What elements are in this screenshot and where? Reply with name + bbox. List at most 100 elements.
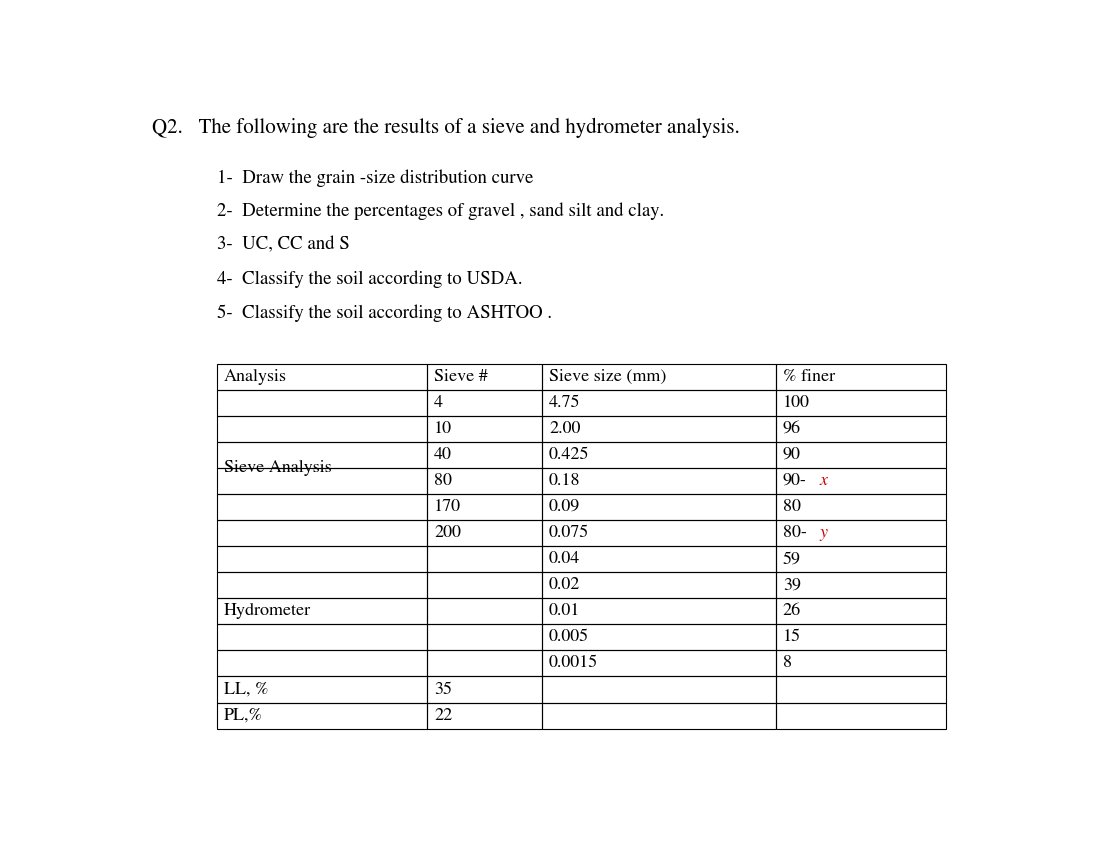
Text: 0.09: 0.09 — [549, 499, 580, 515]
Bar — [543, 390, 776, 416]
Text: 10: 10 — [434, 421, 452, 437]
Bar — [217, 364, 427, 390]
Text: 3-  UC, CC and S: 3- UC, CC and S — [217, 237, 350, 253]
Text: 96: 96 — [783, 421, 801, 437]
Bar — [217, 599, 427, 624]
Text: PL,%: PL,% — [224, 707, 263, 723]
Text: 90: 90 — [783, 447, 801, 463]
Text: 22: 22 — [434, 707, 452, 723]
Text: 80: 80 — [434, 473, 452, 489]
Text: 0.04: 0.04 — [549, 552, 580, 568]
Bar — [776, 650, 947, 676]
Bar — [776, 625, 947, 650]
Text: 4: 4 — [434, 395, 443, 411]
Text: 2.00: 2.00 — [549, 421, 580, 437]
Bar — [427, 702, 543, 728]
Bar — [217, 494, 427, 520]
Bar — [217, 573, 427, 599]
Bar — [427, 494, 543, 520]
Bar — [217, 625, 427, 650]
Text: 0.02: 0.02 — [549, 578, 580, 594]
Text: 1-  Draw the grain -size distribution curve: 1- Draw the grain -size distribution cur… — [217, 169, 534, 187]
Bar — [543, 364, 776, 390]
Bar — [543, 650, 776, 676]
Text: 39: 39 — [783, 578, 801, 594]
Bar — [427, 468, 543, 494]
Bar — [427, 599, 543, 624]
Text: 0.005: 0.005 — [549, 629, 589, 645]
Text: 90-: 90- — [783, 473, 807, 489]
Bar — [543, 494, 776, 520]
Text: Sieve #: Sieve # — [434, 369, 488, 385]
Bar — [543, 702, 776, 728]
Text: 80-: 80- — [783, 525, 807, 541]
Text: 0.425: 0.425 — [549, 447, 589, 463]
Bar — [427, 546, 543, 573]
Bar — [217, 390, 427, 416]
Text: 5-  Classify the soil according to ASHTOO .: 5- Classify the soil according to ASHTOO… — [217, 304, 551, 322]
Bar — [776, 546, 947, 573]
Text: x: x — [819, 472, 828, 489]
Bar — [217, 650, 427, 676]
Text: 26: 26 — [783, 604, 801, 620]
Bar — [776, 416, 947, 442]
Bar — [543, 442, 776, 468]
Bar — [217, 520, 427, 546]
Text: 80: 80 — [783, 499, 801, 515]
Bar — [217, 676, 427, 702]
Bar — [543, 625, 776, 650]
Text: Analysis: Analysis — [224, 369, 287, 385]
Text: y: y — [819, 525, 828, 541]
Bar — [543, 416, 776, 442]
Text: 0.075: 0.075 — [549, 525, 589, 541]
Text: % finer: % finer — [783, 369, 836, 385]
Text: Sieve Analysis: Sieve Analysis — [224, 460, 332, 476]
Text: LL, %: LL, % — [224, 681, 268, 697]
Bar — [543, 599, 776, 624]
Bar — [776, 573, 947, 599]
Bar — [776, 494, 947, 520]
Bar — [217, 442, 427, 468]
Bar — [427, 573, 543, 599]
Text: 2-  Determine the percentages of gravel , sand silt and clay.: 2- Determine the percentages of gravel ,… — [217, 203, 664, 221]
Bar — [543, 468, 776, 494]
Text: 4.75: 4.75 — [549, 395, 580, 411]
Bar — [217, 546, 427, 573]
Text: 170: 170 — [434, 499, 461, 515]
Text: 0.0015: 0.0015 — [549, 655, 598, 671]
Text: Hydrometer: Hydrometer — [224, 603, 311, 620]
Bar — [427, 676, 543, 702]
Bar — [543, 546, 776, 573]
Bar — [776, 599, 947, 624]
Text: 8: 8 — [783, 655, 792, 671]
Bar — [217, 416, 427, 442]
Bar — [543, 573, 776, 599]
Bar — [427, 520, 543, 546]
Bar — [427, 416, 543, 442]
Text: 4-  Classify the soil according to USDA.: 4- Classify the soil according to USDA. — [217, 270, 522, 288]
Text: 15: 15 — [783, 629, 801, 645]
Text: 100: 100 — [783, 395, 810, 411]
Text: 35: 35 — [434, 681, 452, 697]
Text: 0.01: 0.01 — [549, 604, 580, 620]
Text: 0.18: 0.18 — [549, 473, 580, 489]
Bar — [776, 702, 947, 728]
Bar — [776, 520, 947, 546]
Text: 59: 59 — [783, 552, 801, 568]
Bar — [776, 676, 947, 702]
Bar — [217, 468, 427, 494]
Bar — [427, 390, 543, 416]
Text: 40: 40 — [434, 447, 452, 463]
Bar — [543, 676, 776, 702]
Text: Sieve size (mm): Sieve size (mm) — [549, 369, 666, 385]
Bar — [776, 390, 947, 416]
Bar — [776, 442, 947, 468]
Bar — [217, 702, 427, 728]
Text: 200: 200 — [434, 525, 461, 541]
Bar — [543, 520, 776, 546]
Bar — [427, 442, 543, 468]
Text: Q2.   The following are the results of a sieve and hydrometer analysis.: Q2. The following are the results of a s… — [153, 117, 740, 137]
Bar — [427, 364, 543, 390]
Bar — [427, 625, 543, 650]
Bar — [776, 364, 947, 390]
